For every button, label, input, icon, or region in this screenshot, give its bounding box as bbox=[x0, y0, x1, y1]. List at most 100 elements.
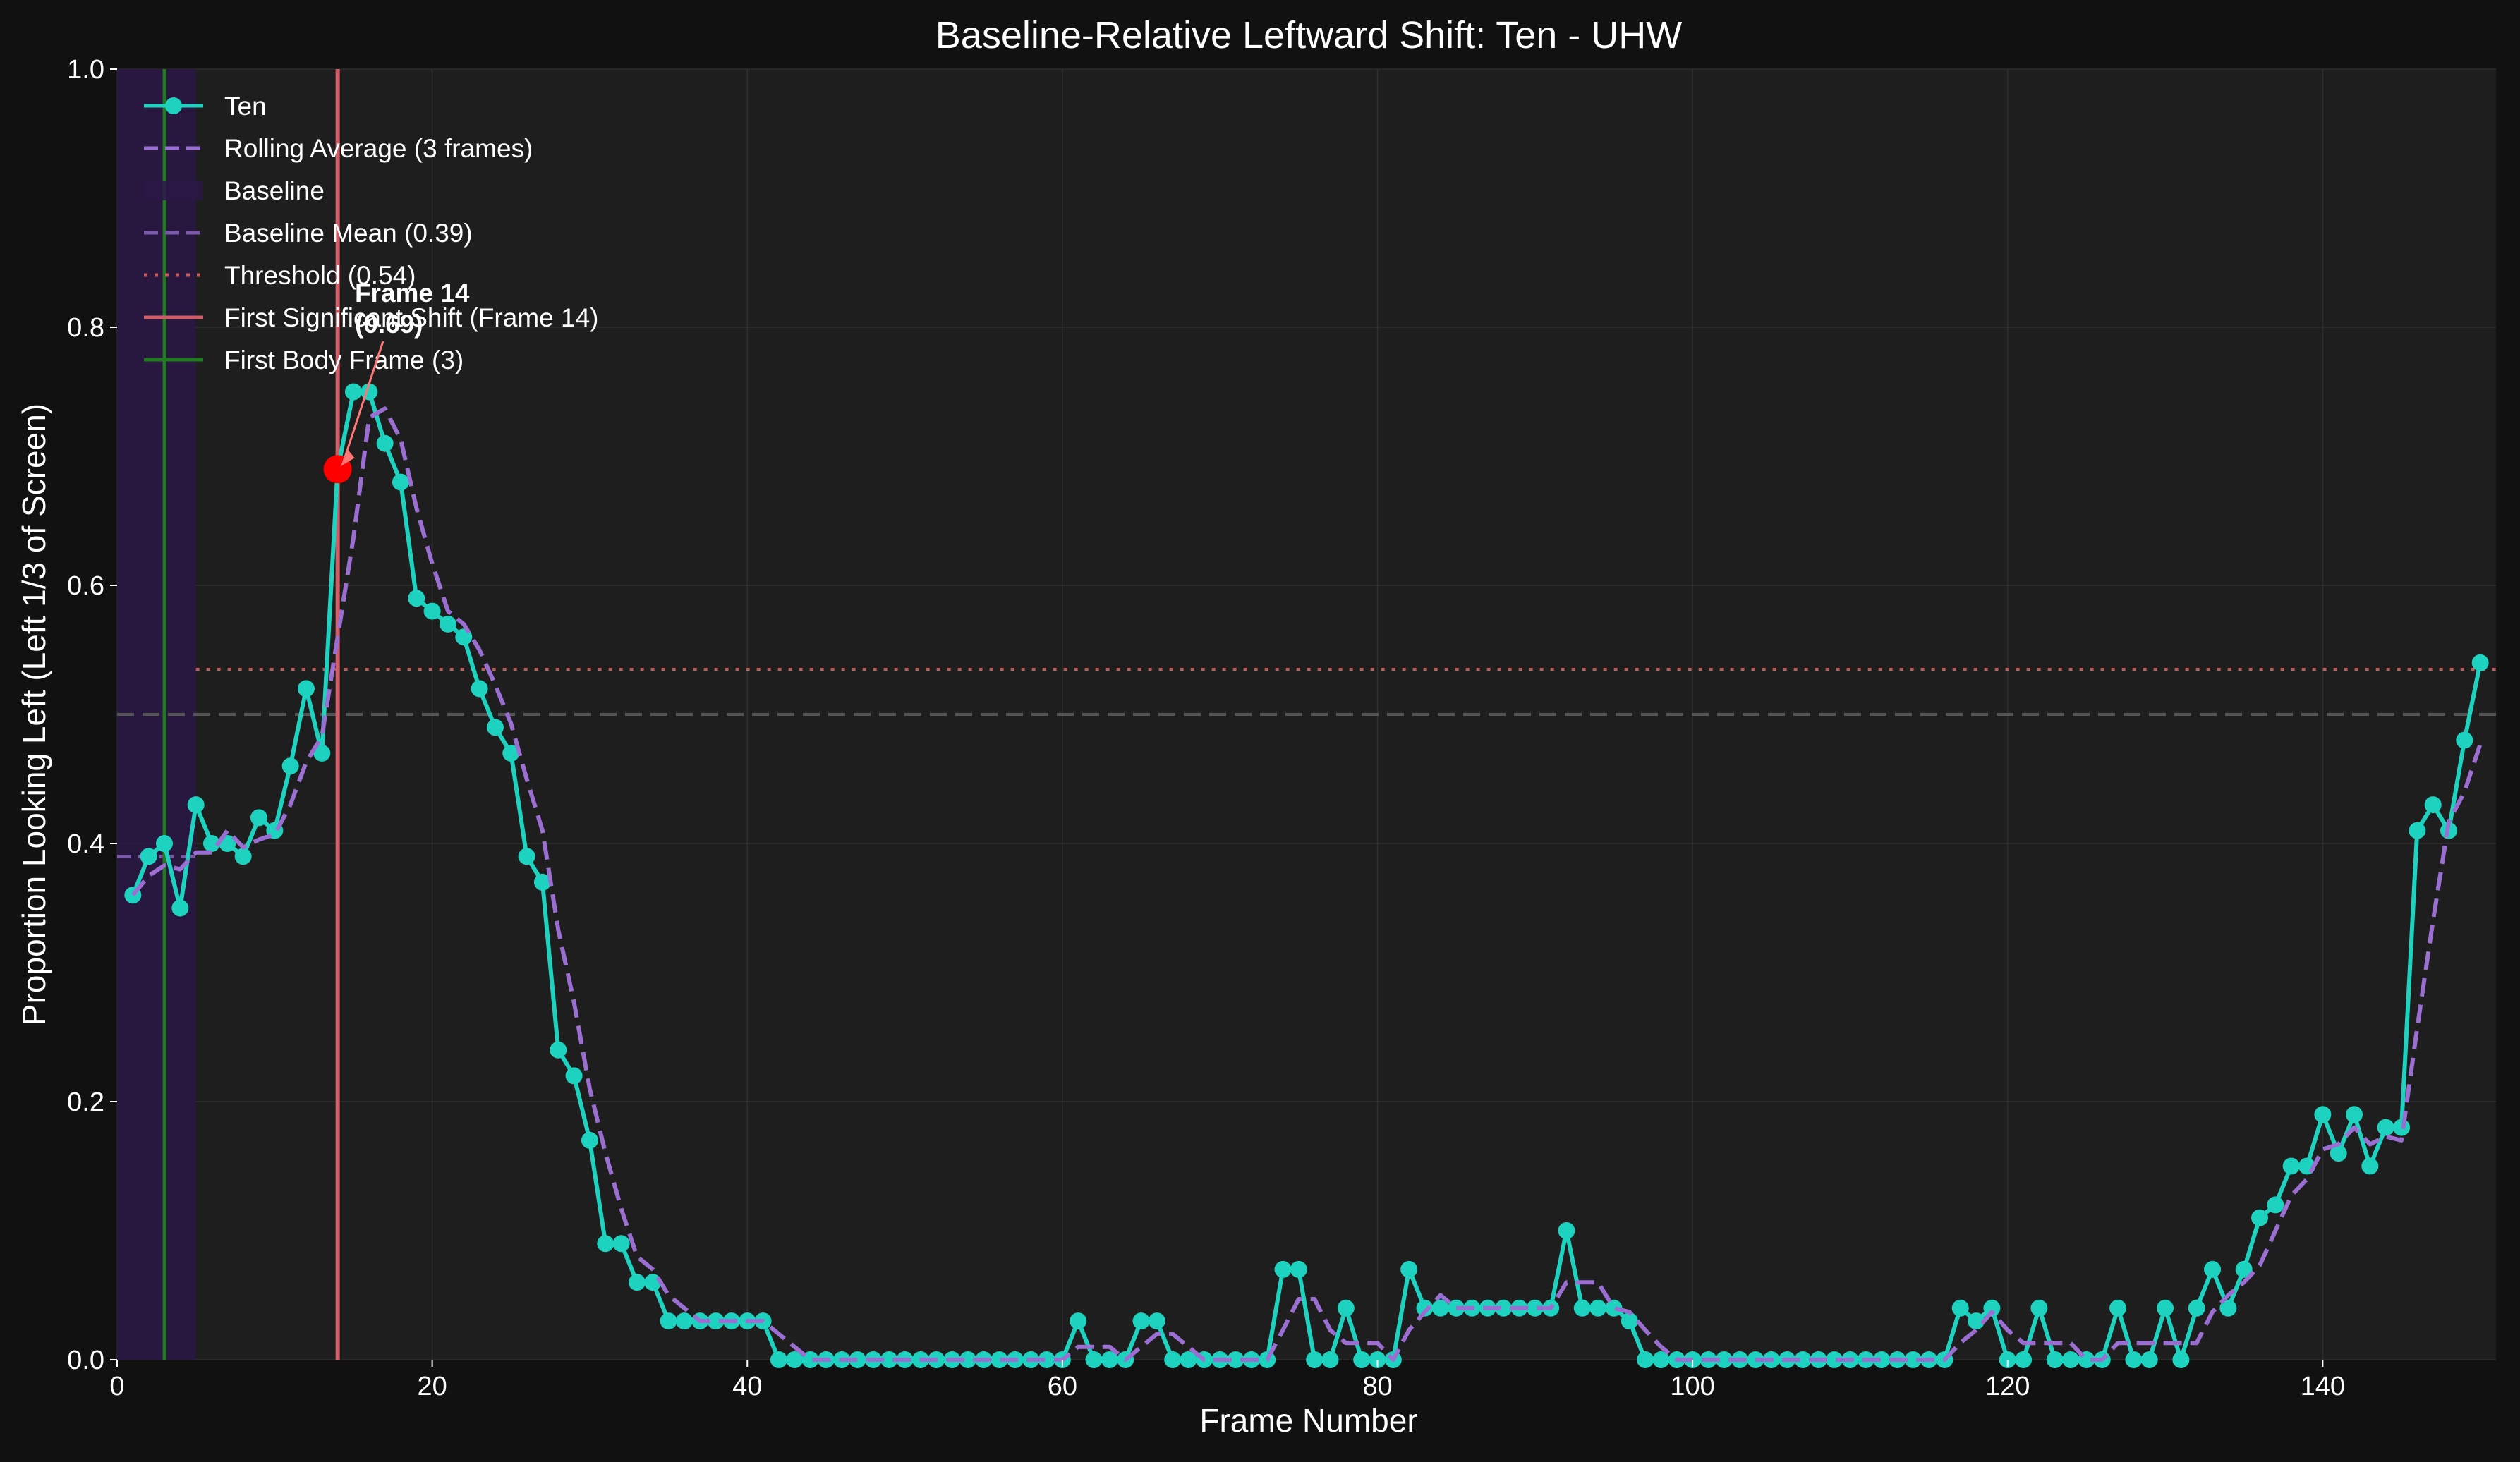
data-point bbox=[2235, 1260, 2253, 1278]
annotation-arrowhead bbox=[340, 449, 355, 467]
data-point bbox=[2204, 1260, 2222, 1278]
legend: Ten Rolling Average (3 frames) Baseline Bas… bbox=[144, 92, 598, 374]
legend-label: Baseline bbox=[224, 176, 325, 205]
data-point bbox=[628, 1274, 646, 1291]
data-point bbox=[1274, 1260, 1292, 1278]
legend-label: Threshold (0.54) bbox=[224, 261, 416, 290]
x-tick-label: 120 bbox=[1985, 1372, 2030, 1401]
data-point bbox=[2471, 654, 2489, 671]
data-point bbox=[1337, 1299, 1355, 1317]
data-point bbox=[1573, 1299, 1591, 1317]
data-point bbox=[660, 1312, 677, 1330]
data-point bbox=[1873, 1351, 1891, 1368]
x-tick-label: 20 bbox=[417, 1372, 447, 1401]
data-point bbox=[171, 899, 189, 917]
data-point bbox=[1983, 1299, 2001, 1317]
annotation: Frame 14 (0.69) bbox=[340, 279, 470, 467]
data-point bbox=[392, 473, 409, 491]
data-point bbox=[1826, 1351, 1843, 1368]
data-point bbox=[1400, 1260, 1418, 1278]
legend-label: First Significant Shift (Frame 14) bbox=[224, 303, 598, 332]
data-point bbox=[2330, 1145, 2347, 1162]
data-point bbox=[1589, 1299, 1607, 1317]
data-point bbox=[1132, 1312, 1150, 1330]
data-point bbox=[281, 757, 299, 775]
data-point bbox=[597, 1235, 614, 1253]
x-tick-label: 140 bbox=[2301, 1372, 2345, 1401]
legend-marker bbox=[165, 97, 182, 114]
legend-item: Rolling Average (3 frames) bbox=[144, 134, 533, 163]
annotation-line-1: Frame 14 bbox=[355, 279, 470, 307]
data-point bbox=[234, 848, 252, 865]
legend-label: Baseline Mean (0.39) bbox=[224, 219, 473, 248]
data-point bbox=[770, 1351, 787, 1368]
legend-label: First Body Frame (3) bbox=[224, 346, 464, 374]
data-point bbox=[991, 1351, 1008, 1368]
y-tick-label: 0.2 bbox=[67, 1088, 104, 1117]
data-point bbox=[155, 835, 173, 852]
data-point bbox=[1290, 1260, 1307, 1278]
y-tick-label: 0.8 bbox=[67, 313, 104, 343]
y-tick-label: 0.6 bbox=[67, 571, 104, 601]
data-point bbox=[849, 1351, 866, 1368]
data-point bbox=[2030, 1299, 2048, 1317]
data-point bbox=[801, 1351, 819, 1368]
data-point bbox=[2251, 1209, 2269, 1226]
data-point bbox=[786, 1351, 804, 1368]
annotation-arrow bbox=[342, 341, 384, 463]
data-point bbox=[1101, 1351, 1118, 1368]
data-point bbox=[1180, 1351, 1197, 1368]
annotation-line-2: (0.69) bbox=[355, 310, 423, 339]
data-point bbox=[1495, 1299, 1513, 1317]
data-point bbox=[880, 1351, 898, 1368]
data-point bbox=[2456, 731, 2473, 749]
data-point bbox=[2157, 1299, 2174, 1317]
data-point bbox=[1558, 1222, 1575, 1239]
data-point bbox=[2346, 1106, 2363, 1123]
data-point bbox=[250, 809, 267, 827]
data-point bbox=[202, 835, 220, 852]
data-point bbox=[376, 434, 394, 452]
legend-item: First Body Frame (3) bbox=[144, 346, 464, 374]
data-point bbox=[1621, 1312, 1638, 1330]
data-point bbox=[297, 680, 315, 698]
y-tick-label: 0.0 bbox=[67, 1346, 104, 1375]
axis-ticks: 0 20 40 60 80 100 120 140 0.0 0.2 0.4 0.6 0.8 1.0 bbox=[67, 55, 2345, 1401]
chart-title: Baseline-Relative Leftward Shift: Ten - … bbox=[935, 14, 1682, 56]
data-point bbox=[439, 615, 456, 633]
data-point bbox=[2015, 1351, 2033, 1368]
data-point bbox=[675, 1312, 693, 1330]
data-point bbox=[1038, 1351, 1055, 1368]
series-layer bbox=[124, 383, 2489, 1368]
data-point bbox=[1416, 1299, 1434, 1317]
data-point bbox=[2188, 1299, 2205, 1317]
data-point bbox=[1904, 1351, 1922, 1368]
data-point bbox=[1306, 1351, 1323, 1368]
data-point bbox=[1164, 1351, 1182, 1368]
data-point bbox=[313, 744, 331, 762]
data-point bbox=[1227, 1351, 1244, 1368]
data-point bbox=[140, 848, 157, 865]
data-point bbox=[1070, 1312, 1087, 1330]
legend-item: Ten bbox=[144, 92, 267, 121]
data-point bbox=[2125, 1351, 2143, 1368]
x-tick-label: 100 bbox=[1670, 1372, 1714, 1401]
data-point bbox=[2314, 1106, 2332, 1123]
legend-swatch bbox=[144, 181, 203, 200]
data-point bbox=[550, 1041, 567, 1059]
data-point bbox=[533, 873, 551, 891]
data-point bbox=[1794, 1351, 1812, 1368]
data-point bbox=[408, 590, 425, 607]
data-point bbox=[2140, 1351, 2158, 1368]
data-point bbox=[486, 719, 504, 736]
data-point bbox=[187, 796, 205, 814]
data-point bbox=[1951, 1299, 1969, 1317]
x-tick-label: 0 bbox=[109, 1372, 124, 1401]
data-point bbox=[1715, 1351, 1733, 1368]
data-point bbox=[2377, 1119, 2394, 1136]
data-point bbox=[423, 602, 441, 620]
series-line-rolling-average bbox=[131, 406, 2483, 1362]
legend-label: Ten bbox=[224, 92, 267, 121]
data-point bbox=[2424, 796, 2442, 814]
